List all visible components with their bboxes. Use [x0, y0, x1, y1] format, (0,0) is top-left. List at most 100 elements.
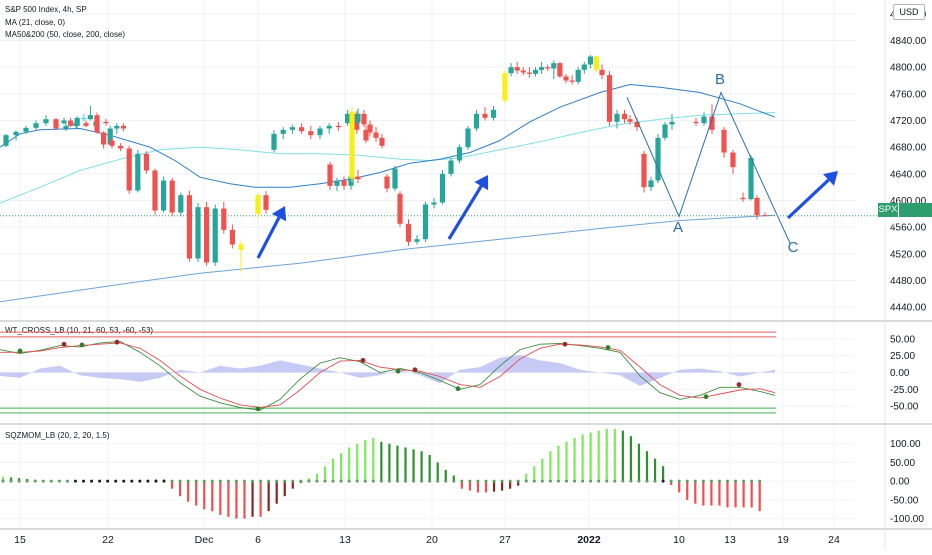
squeeze-dot [532, 479, 536, 483]
squeeze-dot [186, 479, 190, 483]
momentum-bar [9, 477, 13, 482]
momentum-bar [275, 481, 278, 504]
momentum-bar [517, 481, 520, 486]
squeeze-dot [516, 479, 520, 483]
candle-body [43, 119, 49, 124]
currency-button[interactable]: USD [893, 4, 925, 20]
time-tick-label: Dec [195, 534, 214, 546]
candle-body [701, 116, 707, 124]
candle-body [465, 128, 471, 148]
momentum-bar [364, 439, 367, 482]
candle-body [63, 125, 69, 129]
price-tick-label: 4560.00 [890, 223, 927, 234]
wt-tick-label: -25.00 [890, 385, 919, 396]
wt-tick-label: 0.00 [890, 368, 910, 379]
squeeze-dot [395, 479, 399, 483]
wt-line-slow [0, 342, 776, 408]
squeeze-dot [275, 479, 279, 483]
candle-body [83, 123, 89, 126]
price-tick-label: 4440.00 [890, 303, 927, 314]
candle-body [614, 113, 620, 122]
squeeze-dot [669, 479, 673, 483]
squeeze-dot [57, 479, 61, 483]
momentum-bar [331, 458, 335, 482]
momentum-bar [637, 443, 641, 482]
candle-body [68, 120, 74, 126]
squeeze-dot [492, 479, 496, 483]
momentum-bar [404, 447, 407, 482]
squeeze-dot [621, 479, 625, 483]
wt-title: WT_CROSS_LB (10, 21, 60, 53, -60, -53) [5, 326, 153, 335]
candle-body [212, 208, 218, 263]
candle-body [593, 56, 600, 70]
squeeze-dot [130, 479, 134, 483]
price-tick-label: 4840.00 [890, 36, 927, 47]
candle-body [606, 75, 613, 122]
candle-body [490, 109, 497, 118]
candle-body [152, 170, 158, 211]
candle-body [114, 125, 120, 129]
candle-body [384, 176, 390, 189]
candle-body [120, 125, 126, 129]
squeeze-dot [90, 479, 94, 483]
price-tick-label: 4600.00 [890, 196, 927, 207]
momentum-bar [702, 481, 705, 506]
time-tick-label: 27 [499, 534, 511, 546]
price-tick-label: 4640.00 [890, 169, 927, 180]
candle-body [721, 129, 727, 153]
momentum-bar [170, 481, 174, 489]
momentum-bar [581, 434, 584, 482]
time-tick-label: 22 [102, 534, 114, 546]
momentum-bar [694, 481, 697, 504]
wt-cross-dot [455, 386, 461, 392]
momentum-bar [653, 458, 657, 482]
squeeze-dot [259, 479, 263, 483]
candle-body [74, 117, 80, 126]
squeeze-dot [65, 479, 69, 483]
candle-body [508, 67, 514, 74]
ma21-legend: MA (21, close, 0) [5, 18, 66, 27]
candle-body [334, 180, 340, 186]
squeeze-dot [210, 479, 214, 483]
momentum-bar [758, 481, 761, 512]
squeeze-dot [597, 479, 601, 483]
squeeze-dot [460, 479, 464, 483]
wt-tick-label: 25.00 [890, 351, 915, 362]
squeeze-dot [605, 479, 609, 483]
candle-body [748, 157, 754, 200]
momentum-bar [589, 432, 592, 482]
squeeze-dot [548, 479, 552, 483]
squeeze-dot [170, 479, 174, 483]
price-tick-label: 4480.00 [890, 276, 927, 287]
squeeze-dot [33, 479, 37, 483]
momentum-bar [573, 438, 576, 482]
chart-title: S&P 500 Index, 4h, SP [5, 5, 87, 14]
candle-body [762, 215, 768, 217]
squeeze-dot [645, 479, 649, 483]
momentum-bar [605, 428, 608, 482]
momentum-bar [396, 445, 399, 482]
candle-body [355, 176, 361, 180]
momentum-bar [662, 466, 665, 482]
squeeze-dot [726, 479, 729, 483]
wt-cross-dot [79, 342, 85, 348]
squeeze-dot [106, 479, 110, 483]
squeeze-dot [468, 479, 472, 483]
squeeze-dot [379, 479, 383, 483]
candle-body [204, 207, 210, 263]
momentum-bar [613, 428, 616, 482]
momentum-bar [492, 481, 496, 492]
momentum-bar [710, 481, 713, 506]
wt-fill-area [0, 355, 775, 386]
momentum-bar [597, 430, 600, 482]
squeeze-dot [1, 479, 5, 483]
candle-body [379, 137, 385, 146]
squeeze-dot [226, 479, 230, 483]
squeeze-dot [267, 479, 271, 483]
squeeze-dot [420, 479, 424, 483]
candle-body [109, 140, 115, 146]
squeeze-dot [693, 479, 697, 483]
candle-body [238, 244, 244, 250]
